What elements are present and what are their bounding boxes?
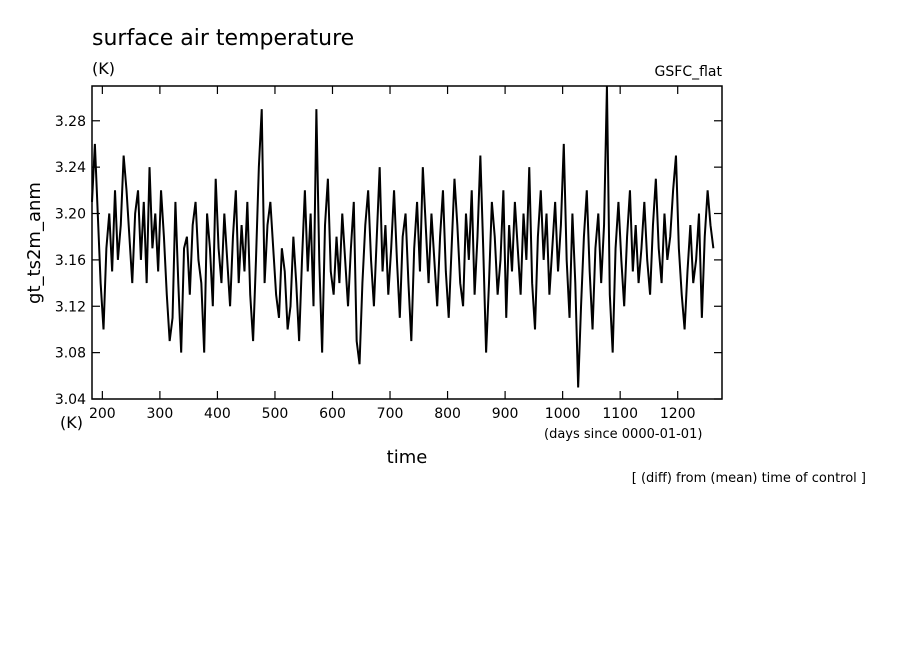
x-tick-label: 800 bbox=[434, 406, 461, 422]
y-axis-ticks: 3.04 3.08 3.12 3.16 3.20 3.24 3.28 bbox=[55, 114, 722, 408]
x-tick-label: 1200 bbox=[660, 406, 696, 422]
x-tick-label: 700 bbox=[377, 406, 404, 422]
x-tick-label: 1100 bbox=[602, 406, 638, 422]
y-tick-label: 3.24 bbox=[55, 160, 86, 176]
y-tick-label: 3.20 bbox=[55, 207, 86, 223]
x-tick-label: 600 bbox=[319, 406, 346, 422]
y-tick-label: 3.08 bbox=[55, 346, 86, 362]
chart-title: surface air temperature bbox=[92, 26, 354, 51]
x-tick-label: 400 bbox=[204, 406, 231, 422]
x-axis-label: time bbox=[387, 447, 428, 468]
y-unit-label: (K) bbox=[60, 413, 83, 432]
x-tick-label: 300 bbox=[147, 406, 174, 422]
y-tick-label: 3.04 bbox=[55, 392, 86, 408]
y-tick-label: 3.28 bbox=[55, 114, 86, 130]
x-tick-label: 500 bbox=[262, 406, 289, 422]
comparison-note: [ (diff) from (mean) time of control ] bbox=[632, 471, 866, 486]
chart-title-units: (K) bbox=[92, 59, 115, 78]
y-tick-label: 3.12 bbox=[55, 299, 86, 315]
y-tick-label: 3.16 bbox=[55, 253, 86, 269]
x-tick-label: 200 bbox=[89, 406, 116, 422]
x-unit-label: (days since 0000-01-01) bbox=[544, 427, 702, 442]
source-label: GSFC_flat bbox=[655, 64, 723, 80]
plot-frame bbox=[91, 85, 723, 400]
x-tick-label: 1000 bbox=[545, 406, 581, 422]
x-tick-label: 900 bbox=[492, 406, 519, 422]
x-axis-ticks: 200 300 400 500 600 700 800 900 1000 1100 1200 bbox=[89, 86, 696, 422]
series-line bbox=[91, 85, 715, 388]
y-axis-label: gt_ts2m_anm bbox=[24, 182, 45, 304]
